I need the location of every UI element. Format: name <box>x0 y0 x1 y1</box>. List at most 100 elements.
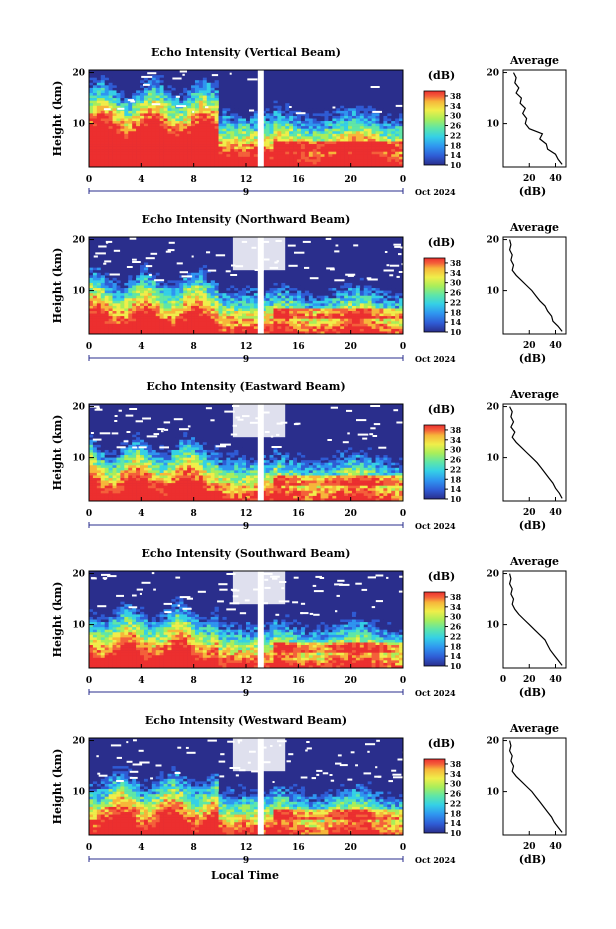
heatmap-cell <box>293 308 298 312</box>
heatmap-cell <box>198 85 204 89</box>
heatmap-cell <box>163 136 168 140</box>
heatmap-cell <box>198 103 204 107</box>
heatmap-cell <box>214 149 219 152</box>
heatmap-cell <box>140 467 145 471</box>
heatmap-cell <box>206 144 211 147</box>
heatmap-cell <box>218 154 223 158</box>
heatmap-cell <box>355 156 361 160</box>
heatmap-cell <box>277 141 282 145</box>
heatmap-cell <box>344 131 349 135</box>
heatmap-cell <box>187 105 192 109</box>
heatmap-cell <box>136 265 141 268</box>
heatmap-cell <box>242 460 247 464</box>
heatmap-cell <box>147 154 153 158</box>
heatmap-cell <box>167 136 172 140</box>
heatmap-cell <box>246 331 251 335</box>
heatmap-cell <box>100 490 105 494</box>
heatmap-cell <box>100 465 105 469</box>
heatmap-cell <box>261 105 266 109</box>
heatmap-cell <box>104 136 109 140</box>
heatmap-cell <box>104 316 109 319</box>
heatmap-cell <box>163 154 168 158</box>
heatmap-cell <box>387 323 392 327</box>
heatmap-cell <box>183 295 188 299</box>
heatmap-cell <box>328 295 333 299</box>
heatmap-cell <box>191 457 196 461</box>
heatmap-cell <box>155 144 160 147</box>
heatmap-cell <box>198 108 204 112</box>
heatmap-cell <box>132 133 137 137</box>
heatmap-cell <box>324 110 329 114</box>
heatmap-cell <box>124 313 129 317</box>
heatmap-cell <box>163 321 168 325</box>
heatmap-cell <box>387 331 392 335</box>
heatmap-cell <box>100 82 105 86</box>
heatmap-cell <box>143 318 149 322</box>
heatmap-cell <box>340 298 345 302</box>
heatmap-cell <box>167 100 172 104</box>
heatmap-cell <box>261 141 266 145</box>
heatmap-cell <box>96 159 102 163</box>
heatmap-cell <box>140 282 145 286</box>
heatmap-cell <box>281 328 286 332</box>
heatmap-cell <box>289 316 294 319</box>
heatmap-cell <box>395 144 400 147</box>
heatmap-cell <box>175 308 180 312</box>
heatmap-cell <box>175 290 180 294</box>
heatmap-cell <box>304 141 310 145</box>
heatmap-cell <box>214 467 219 471</box>
heatmap-cell <box>297 154 302 158</box>
heatmap-cell <box>359 126 365 130</box>
heatmap-cell <box>132 95 137 99</box>
heatmap-cell <box>159 300 164 304</box>
heatmap-cell <box>163 455 168 458</box>
heatmap-cell <box>108 159 113 163</box>
heatmap-cell <box>273 103 278 107</box>
heatmap-cell <box>120 128 125 132</box>
heatmap-cell <box>159 141 164 145</box>
heatmap-cell <box>92 110 98 114</box>
heatmap-cell <box>300 328 306 332</box>
heatmap-cell <box>293 298 298 302</box>
heatmap-cell <box>375 156 380 160</box>
heatmap-cell <box>242 316 247 319</box>
data-gap <box>383 269 394 272</box>
heatmap-cell <box>136 131 141 135</box>
heatmap-cell <box>308 295 314 299</box>
heatmap-cell <box>183 280 188 284</box>
heatmap-cell <box>308 331 314 335</box>
heatmap-cell <box>183 105 188 109</box>
heatmap-cell <box>132 87 137 91</box>
data-gap <box>205 106 209 109</box>
heatmap-cell <box>112 159 117 163</box>
heatmap-cell <box>273 298 278 302</box>
heatmap-cell <box>171 133 176 137</box>
heatmap-cell <box>167 277 172 281</box>
heatmap-cell <box>269 300 274 304</box>
heatmap-cell <box>151 131 157 135</box>
heatmap-cell <box>226 323 231 327</box>
heatmap-cell <box>140 87 145 91</box>
heatmap-cell <box>136 480 141 484</box>
heatmap-cell <box>214 285 219 289</box>
heatmap-cell <box>116 151 121 155</box>
heatmap-cell <box>132 136 137 140</box>
heatmap-cell <box>143 126 149 130</box>
heatmap-cell <box>234 326 239 330</box>
heatmap-cell <box>355 300 361 304</box>
heatmap-cell <box>183 490 188 494</box>
heatmap-cell <box>355 311 361 314</box>
heatmap-cell <box>332 300 337 304</box>
heatmap-cell <box>348 311 353 314</box>
heatmap-cell <box>363 313 368 317</box>
heatmap-cell <box>359 121 365 124</box>
heatmap-cell <box>242 308 247 312</box>
heatmap-cell <box>336 321 341 325</box>
heatmap-cell <box>269 328 274 332</box>
heatmap-cell <box>191 115 196 119</box>
heatmap-cell <box>194 472 200 476</box>
heatmap-cell <box>92 164 98 168</box>
heatmap-cell <box>304 115 310 119</box>
heatmap-cell <box>206 321 211 325</box>
heatmap-cell <box>159 285 164 289</box>
